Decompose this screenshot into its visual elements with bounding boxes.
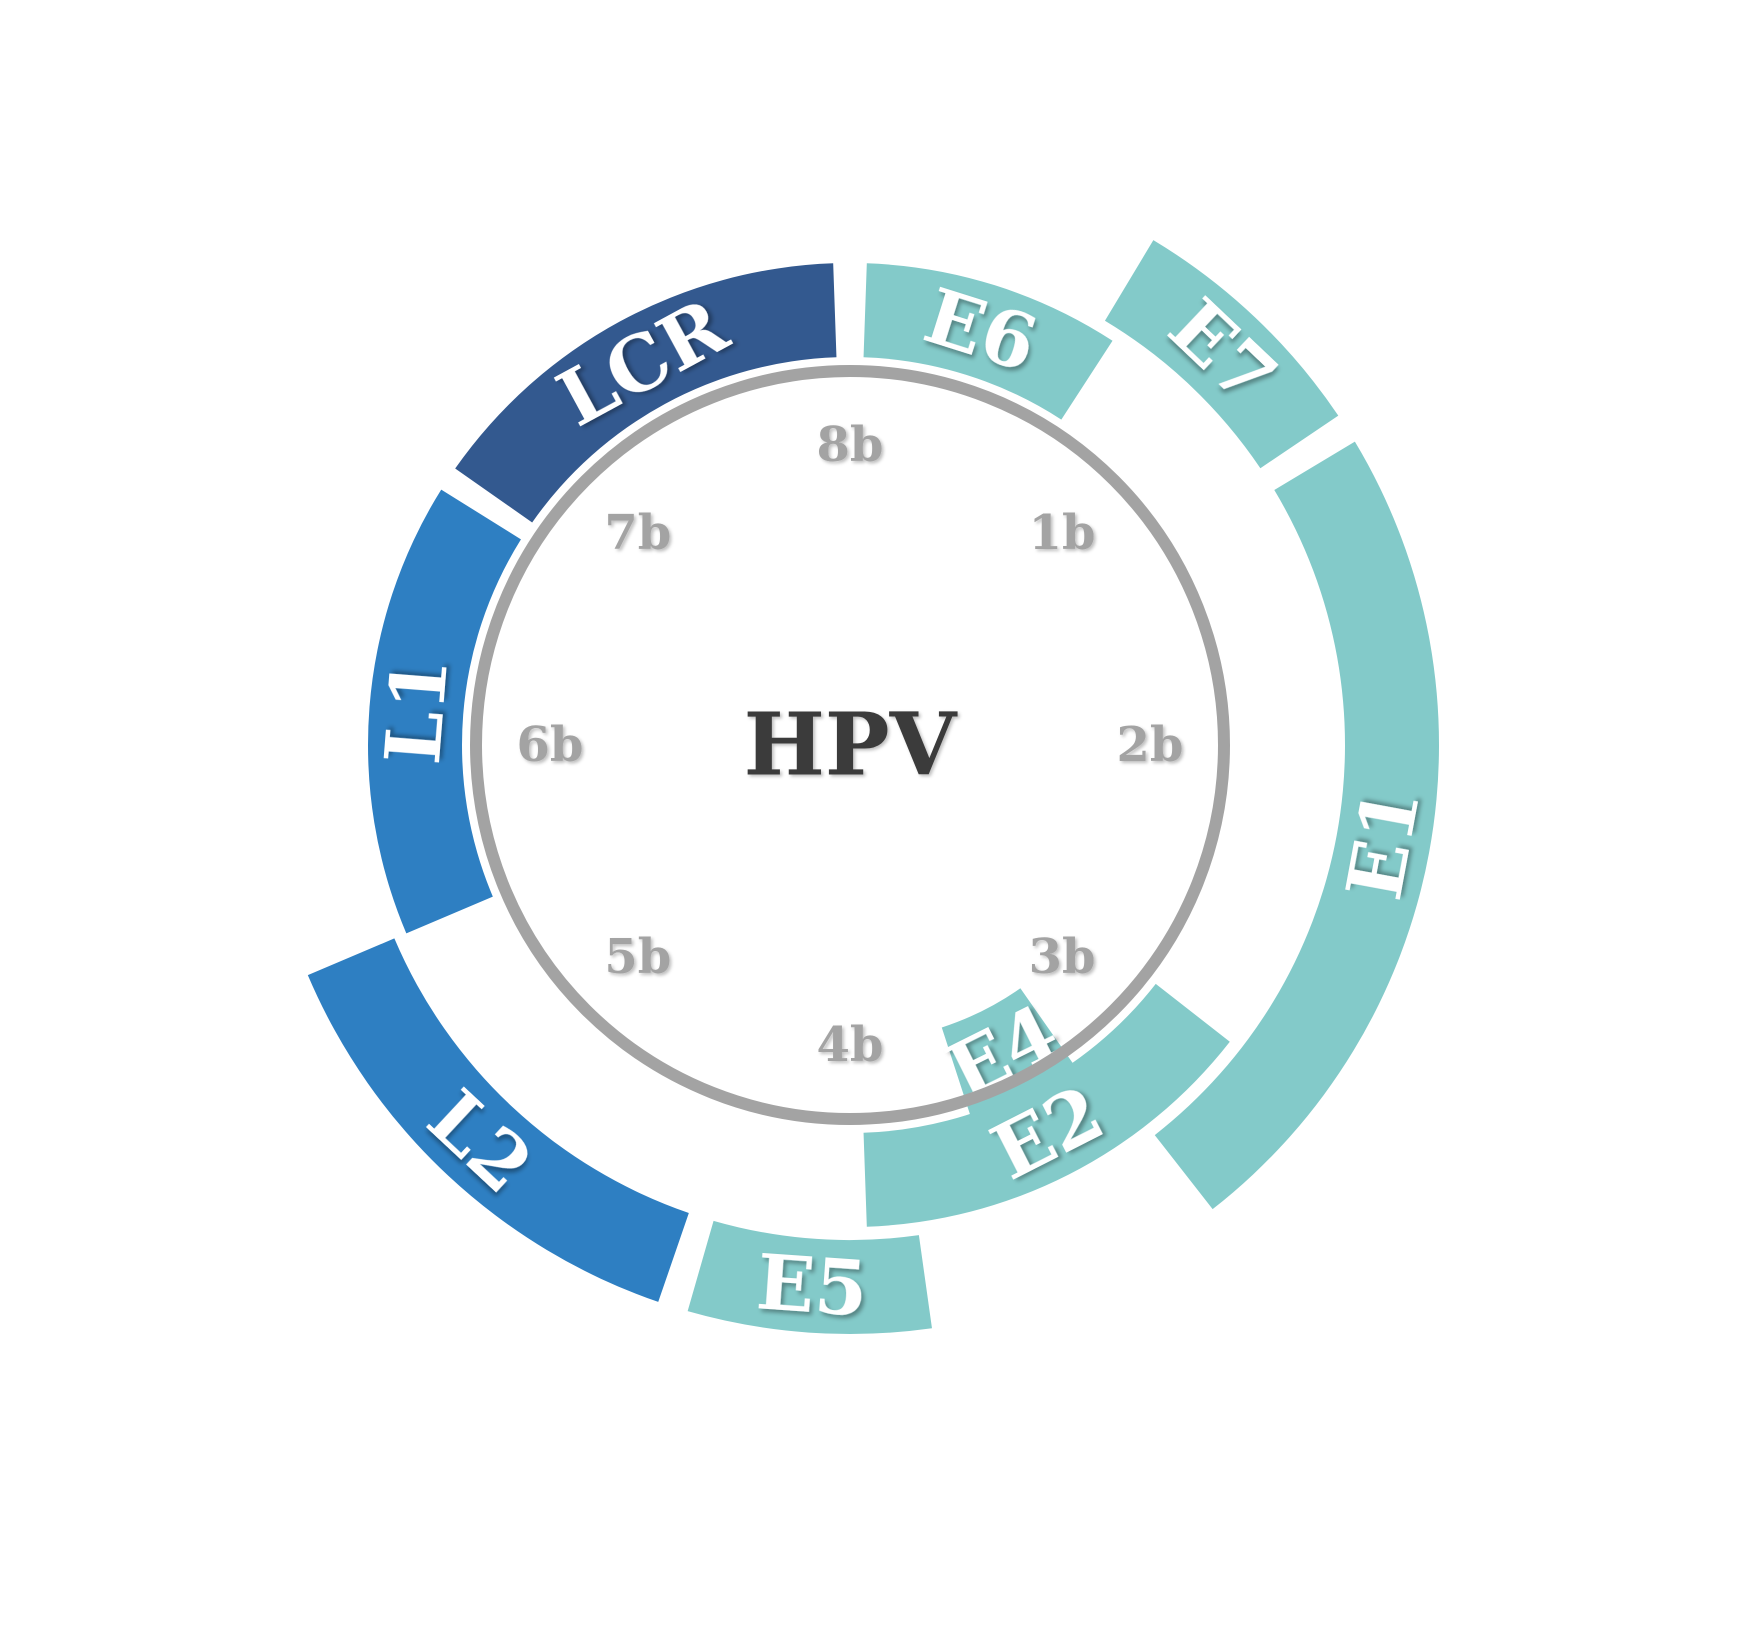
kb-label-4b: 4b <box>817 1017 884 1073</box>
gene-arc-e5 <box>687 1220 932 1334</box>
gene-arc-e1 <box>1154 441 1439 1210</box>
gene-arc-e6 <box>863 263 1113 420</box>
kb-label-6b: 6b <box>517 717 584 773</box>
gene-label-l1: L1 <box>368 654 465 767</box>
kb-label-2b: 2b <box>1117 717 1184 773</box>
kb-label-5b: 5b <box>604 929 671 985</box>
kb-label-7b: 7b <box>604 505 671 561</box>
center-label: HPV <box>744 695 958 796</box>
kb-label-3b: 3b <box>1029 929 1096 985</box>
gene-arc-l2 <box>307 938 689 1302</box>
kb-label-1b: 1b <box>1029 505 1096 561</box>
kb-label-8b: 8b <box>817 417 884 473</box>
gene-arc-e2 <box>863 983 1230 1227</box>
gene-arc-lcr <box>455 263 837 523</box>
genome-circle <box>470 365 1230 1125</box>
kb-labels: 8b 1b 2b 3b 4b 5b 6b 7b <box>517 417 1184 1073</box>
gene-label-e1: E1 <box>1329 781 1437 906</box>
gene-arc-e4 <box>941 988 1074 1115</box>
gene-arc-l1 <box>368 489 521 934</box>
gene-arcs <box>307 240 1439 1334</box>
gene-label-e5: E5 <box>754 1237 871 1334</box>
gene-arc-e7 <box>1104 240 1339 469</box>
